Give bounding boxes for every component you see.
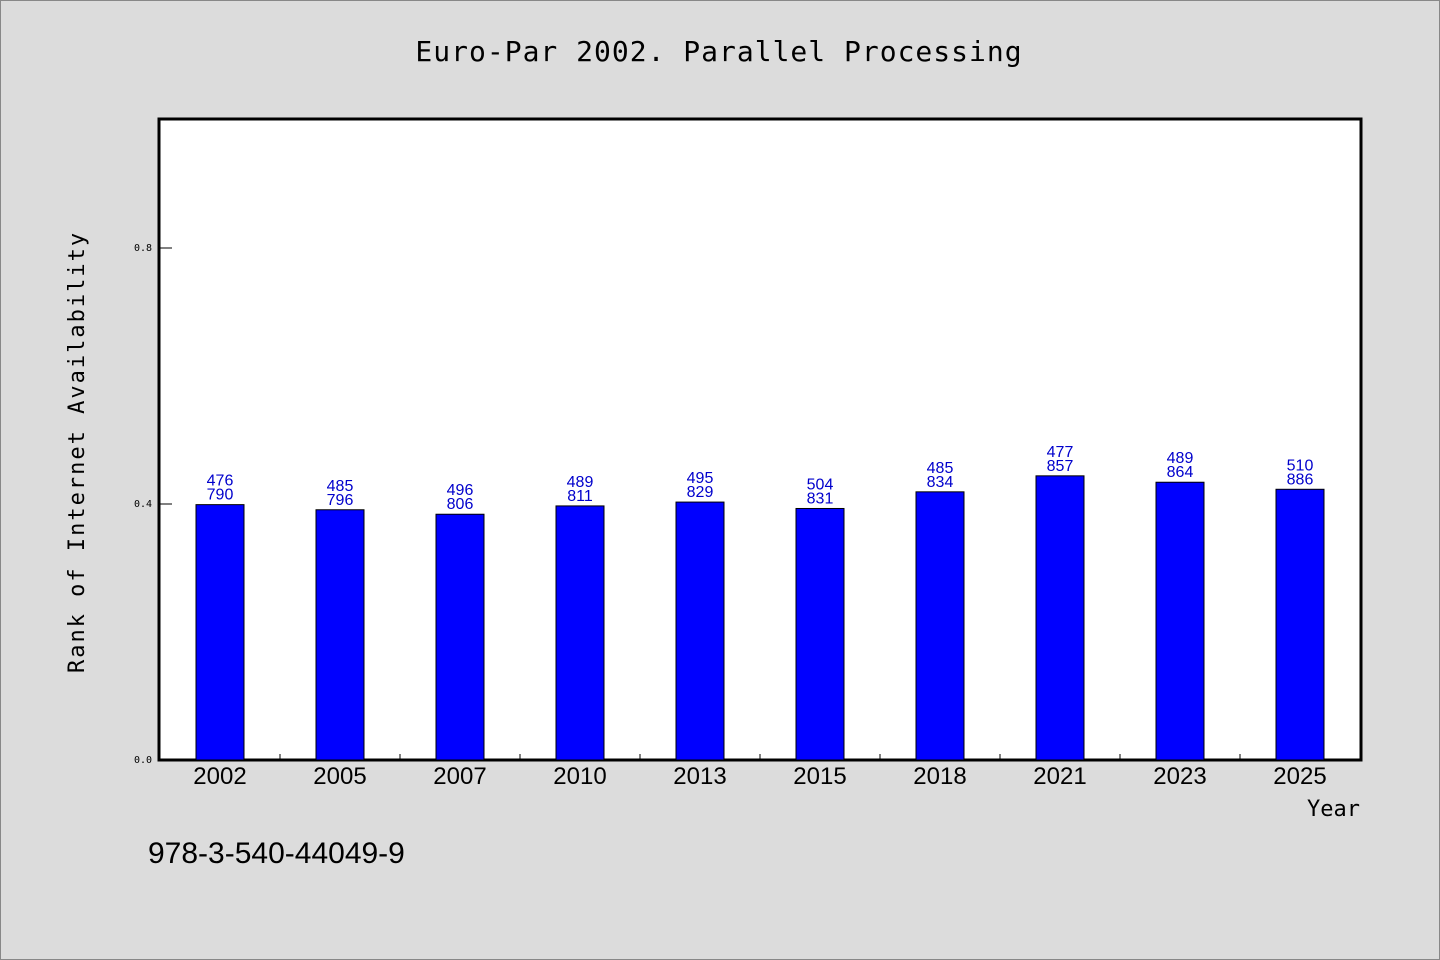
bar-series <box>195 475 1325 761</box>
bar <box>795 507 845 761</box>
data-label-bottom: 831 <box>807 490 834 507</box>
bar <box>1155 481 1205 761</box>
bar <box>1275 488 1325 761</box>
bar <box>675 501 725 761</box>
x-tick-label: 2002 <box>193 763 246 790</box>
data-label-bottom: 834 <box>927 474 954 491</box>
data-label-bottom: 790 <box>207 487 234 504</box>
chart-title: Euro-Par 2002. Parallel Processing <box>415 35 1022 68</box>
data-label-top: 495 <box>687 470 714 487</box>
x-tick-label: 2010 <box>553 763 606 790</box>
bar <box>435 513 485 761</box>
x-tick-label: 2005 <box>313 763 366 790</box>
data-label-bottom: 886 <box>1287 471 1314 488</box>
x-axis-label: Year <box>1307 797 1360 822</box>
x-tick-label: 2023 <box>1153 763 1206 790</box>
bar <box>555 505 605 761</box>
data-label-bottom: 796 <box>327 492 354 509</box>
bar <box>915 491 965 761</box>
y-tick-label: 0.0 <box>134 755 152 766</box>
y-tick-label: 0.8 <box>134 243 152 254</box>
isbn-text: 978-3-540-44049-9 <box>148 837 405 870</box>
bar <box>195 504 245 761</box>
bar <box>1035 475 1085 761</box>
y-axis: 0.0 0.4 0.8 <box>134 243 172 766</box>
data-label-bottom: 829 <box>687 484 714 501</box>
data-label-top: 496 <box>447 482 474 499</box>
data-label-top: 504 <box>807 476 834 493</box>
x-tick-label: 2025 <box>1273 763 1326 790</box>
data-label-top: 485 <box>327 478 354 495</box>
x-tick-label: 2013 <box>673 763 726 790</box>
data-label-bottom: 857 <box>1047 458 1074 475</box>
y-tick-label: 0.4 <box>134 499 152 510</box>
data-label-top: 489 <box>1167 450 1194 467</box>
x-tick-label: 2018 <box>913 763 966 790</box>
x-tick-label: 2015 <box>793 763 846 790</box>
data-label-top: 489 <box>567 474 594 491</box>
data-label-top: 476 <box>207 473 234 490</box>
data-label-top: 485 <box>927 460 954 477</box>
bar <box>315 509 365 761</box>
y-axis-label: Rank of Internet Availability <box>65 231 90 673</box>
data-label-bottom: 864 <box>1167 464 1194 481</box>
x-tick-label: 2021 <box>1033 763 1086 790</box>
x-tick-label: 2007 <box>433 763 486 790</box>
data-label-bottom: 811 <box>567 488 593 505</box>
data-label-bottom: 806 <box>447 496 474 513</box>
data-label-top: 510 <box>1287 457 1314 474</box>
x-axis: 2002 2005 2007 2010 2013 2015 2018 2021 2023 2025 <box>193 754 1327 790</box>
data-label-top: 477 <box>1047 444 1074 461</box>
